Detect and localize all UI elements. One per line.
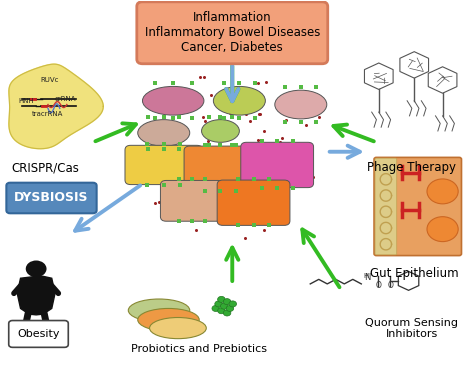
Text: O: O (387, 282, 393, 290)
Circle shape (427, 217, 458, 241)
Text: CRISPR/Cas: CRISPR/Cas (12, 161, 80, 174)
Text: Probiotics and Prebiotics: Probiotics and Prebiotics (131, 344, 267, 354)
Text: Gut Epithelium: Gut Epithelium (370, 267, 458, 280)
FancyBboxPatch shape (6, 183, 97, 213)
Circle shape (220, 303, 228, 309)
FancyBboxPatch shape (160, 180, 224, 221)
Ellipse shape (138, 309, 199, 331)
Ellipse shape (150, 318, 206, 339)
Text: Inflammation
Inflammatory Bowel Diseases
Cancer, Diabetes: Inflammation Inflammatory Bowel Diseases… (145, 11, 320, 54)
FancyBboxPatch shape (137, 2, 328, 64)
Ellipse shape (143, 86, 204, 115)
Ellipse shape (128, 299, 190, 322)
FancyBboxPatch shape (375, 158, 397, 255)
FancyBboxPatch shape (9, 321, 68, 347)
Polygon shape (9, 64, 103, 149)
Circle shape (218, 296, 225, 302)
Circle shape (229, 301, 237, 307)
Text: DYSBIOSIS: DYSBIOSIS (14, 191, 89, 205)
Ellipse shape (275, 90, 327, 119)
Text: N: N (364, 273, 370, 282)
FancyBboxPatch shape (374, 157, 462, 255)
Ellipse shape (213, 86, 265, 115)
Polygon shape (17, 276, 55, 315)
Text: H: H (364, 273, 369, 279)
Ellipse shape (201, 120, 239, 142)
Ellipse shape (138, 120, 190, 146)
Text: Quorum Sensing
Inhibitors: Quorum Sensing Inhibitors (365, 318, 458, 340)
FancyBboxPatch shape (217, 180, 290, 226)
Text: Phage Therapy: Phage Therapy (367, 161, 456, 174)
Text: HNH: HNH (18, 98, 35, 103)
FancyBboxPatch shape (184, 146, 257, 191)
FancyBboxPatch shape (125, 145, 202, 185)
Circle shape (218, 308, 225, 314)
FancyBboxPatch shape (241, 142, 314, 188)
Circle shape (223, 310, 231, 316)
Circle shape (215, 301, 222, 307)
Circle shape (223, 299, 231, 305)
Circle shape (427, 179, 458, 204)
Circle shape (26, 260, 46, 277)
Text: crRNA: crRNA (55, 96, 76, 102)
Circle shape (226, 305, 234, 312)
Circle shape (212, 305, 219, 312)
Text: O: O (375, 282, 382, 290)
Text: tracrRNA: tracrRNA (31, 111, 63, 117)
Text: Obesity: Obesity (17, 329, 60, 339)
Text: RUVc: RUVc (41, 77, 59, 83)
